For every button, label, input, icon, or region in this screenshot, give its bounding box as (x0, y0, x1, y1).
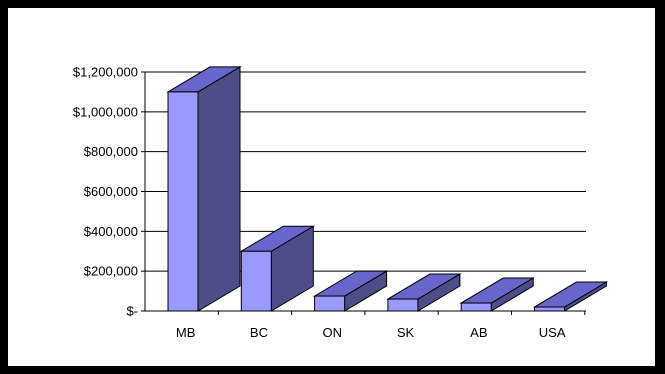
bar-bc (239, 225, 316, 312)
y-tick-label: $200,000 (84, 264, 138, 279)
y-tick-label: $- (126, 304, 138, 319)
x-category-label: AB (470, 325, 487, 340)
bar-mb (166, 66, 242, 312)
y-tick-label: $800,000 (84, 144, 138, 159)
axes (141, 71, 586, 315)
chart-frame: $- $200,000 $400,000 $600,000 $800,000 $1,000… (8, 8, 655, 366)
bar-chart: $- $200,000 $400,000 $600,000 $800,000 $1,000… (73, 65, 609, 340)
y-tick-label: $400,000 (84, 224, 138, 239)
bar-on (312, 270, 389, 312)
y-tick-label: $600,000 (84, 184, 138, 199)
bars (166, 66, 609, 312)
x-axis-category-labels: MB BC ON SK AB USA (176, 325, 566, 340)
x-category-label: MB (176, 325, 196, 340)
x-category-label: USA (539, 325, 566, 340)
bar-front-face (240, 250, 272, 312)
bar-sk (386, 273, 462, 312)
bar-side-face (197, 66, 241, 312)
bar-usa (532, 281, 609, 312)
bar-front-face (387, 298, 419, 312)
bar-top-face (532, 281, 609, 308)
bar-front-face (534, 306, 565, 312)
bar-front-face (460, 302, 492, 312)
bar-front-face (314, 295, 346, 312)
x-category-label: ON (323, 325, 343, 340)
bar-front-face (167, 91, 199, 312)
x-category-label: SK (397, 325, 415, 340)
y-axis-tick-labels: $- $200,000 $400,000 $600,000 $800,000 $1,000… (73, 65, 138, 319)
x-category-label: BC (250, 325, 268, 340)
y-tick-label: $1,200,000 (73, 65, 138, 80)
y-tick-label: $1,000,000 (73, 104, 138, 119)
bar-ab (459, 277, 536, 312)
